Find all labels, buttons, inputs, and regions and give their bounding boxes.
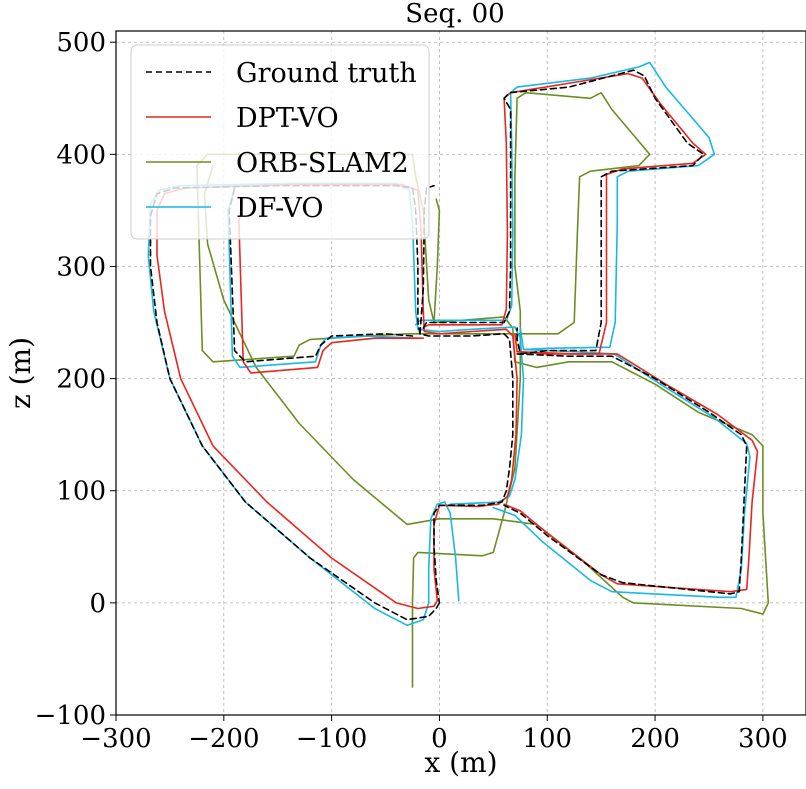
y-tick-label: 100 xyxy=(56,477,106,507)
series-line-df-vo xyxy=(414,61,716,351)
series-layer xyxy=(147,61,770,688)
series-line-orb-slam2 xyxy=(196,91,651,688)
legend-box xyxy=(130,44,430,240)
legend-item-df-vo: DF-VO xyxy=(146,193,324,224)
x-tick-label: −300 xyxy=(80,724,151,754)
y-axis-label: z (m) xyxy=(4,337,37,409)
legend-item-orb-slam2: ORB-SLAM2 xyxy=(146,148,409,179)
y-tick-label: 500 xyxy=(56,28,106,58)
legend-label-orb-slam2: ORB-SLAM2 xyxy=(236,148,409,179)
y-tick-label: −100 xyxy=(35,701,106,731)
y-tick-label: 200 xyxy=(56,365,106,395)
legend-item-ground-truth: Ground truth xyxy=(146,58,417,89)
series-line-ground-truth xyxy=(503,353,748,595)
series-line-ground-truth xyxy=(422,69,705,355)
plot-frame xyxy=(115,30,806,716)
series-line-df-vo xyxy=(492,348,751,599)
series-line-orb-slam2 xyxy=(433,198,441,324)
series-line-df-vo xyxy=(147,182,525,627)
x-tick-label: 0 xyxy=(431,724,448,754)
x-tick-label: −200 xyxy=(188,724,259,754)
series-line-ground-truth xyxy=(149,184,514,621)
y-tick-label: 300 xyxy=(56,252,106,282)
x-tick-label: −100 xyxy=(296,724,367,754)
legend-label-df-vo: DF-VO xyxy=(236,193,324,224)
y-tick-label: 400 xyxy=(56,140,106,170)
series-line-dpt-vo xyxy=(503,350,759,593)
y-tick-label: 0 xyxy=(89,589,106,619)
x-tick-label: 100 xyxy=(522,724,572,754)
series-line-df-vo xyxy=(227,187,419,369)
x-tick-label: 200 xyxy=(630,724,680,754)
series-line-dpt-vo xyxy=(423,72,707,355)
chart-title: Seq. 00 xyxy=(405,0,504,29)
x-tick-label: 300 xyxy=(738,724,788,754)
series-line-dpt-vo xyxy=(156,183,518,610)
x-axis-label: x (m) xyxy=(424,746,497,779)
legend-label-ground-truth: Ground truth xyxy=(236,58,417,89)
series-line-dpt-vo xyxy=(238,196,425,374)
legend: Ground truth DPT-VO ORB-SLAM2 DF-VO xyxy=(130,44,430,240)
legend-label-dpt-vo: DPT-VO xyxy=(236,103,339,134)
axis-ticks: −300 −200 −100 0 100 200 300 −100 0 100 200 300 400 5… xyxy=(35,28,788,754)
legend-item-dpt-vo: DPT-VO xyxy=(146,103,339,134)
series-line-ground-truth xyxy=(228,187,414,363)
